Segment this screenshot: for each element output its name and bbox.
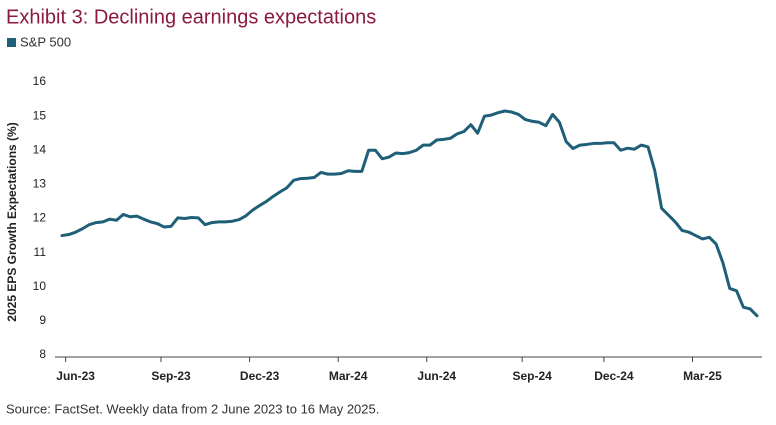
y-tick-label: 11	[34, 245, 47, 259]
y-tick-label: 15	[33, 108, 47, 122]
y-tick-label: 10	[33, 279, 47, 293]
y-tick-label: 16	[33, 74, 47, 88]
series-line	[60, 109, 759, 318]
y-axis-label: 2025 EPS Growth Expectations (%)	[5, 122, 19, 321]
x-tick-label: Sep-24	[512, 369, 552, 383]
x-tick-label: Sep-23	[151, 369, 191, 383]
x-tick-label: Dec-23	[240, 369, 280, 383]
y-tick-label: 8	[39, 347, 46, 361]
legend-swatch	[7, 38, 16, 47]
y-tick-label: 9	[39, 313, 46, 327]
y-tick-label: 13	[33, 177, 47, 191]
x-tick-label: Mar-24	[329, 369, 368, 383]
x-tick-label: Mar-25	[683, 369, 722, 383]
y-tick-label: 12	[33, 211, 47, 225]
x-tick-label: Dec-24	[594, 369, 634, 383]
x-tick-label: Jun-24	[417, 369, 456, 383]
x-tick-label: Jun-23	[56, 369, 95, 383]
chart-title: Exhibit 3: Declining earnings expectatio…	[6, 6, 376, 28]
legend-label: S&P 500	[20, 34, 71, 49]
source-note: Source: FactSet. Weekly data from 2 June…	[6, 401, 379, 416]
y-tick-label: 14	[33, 142, 47, 156]
